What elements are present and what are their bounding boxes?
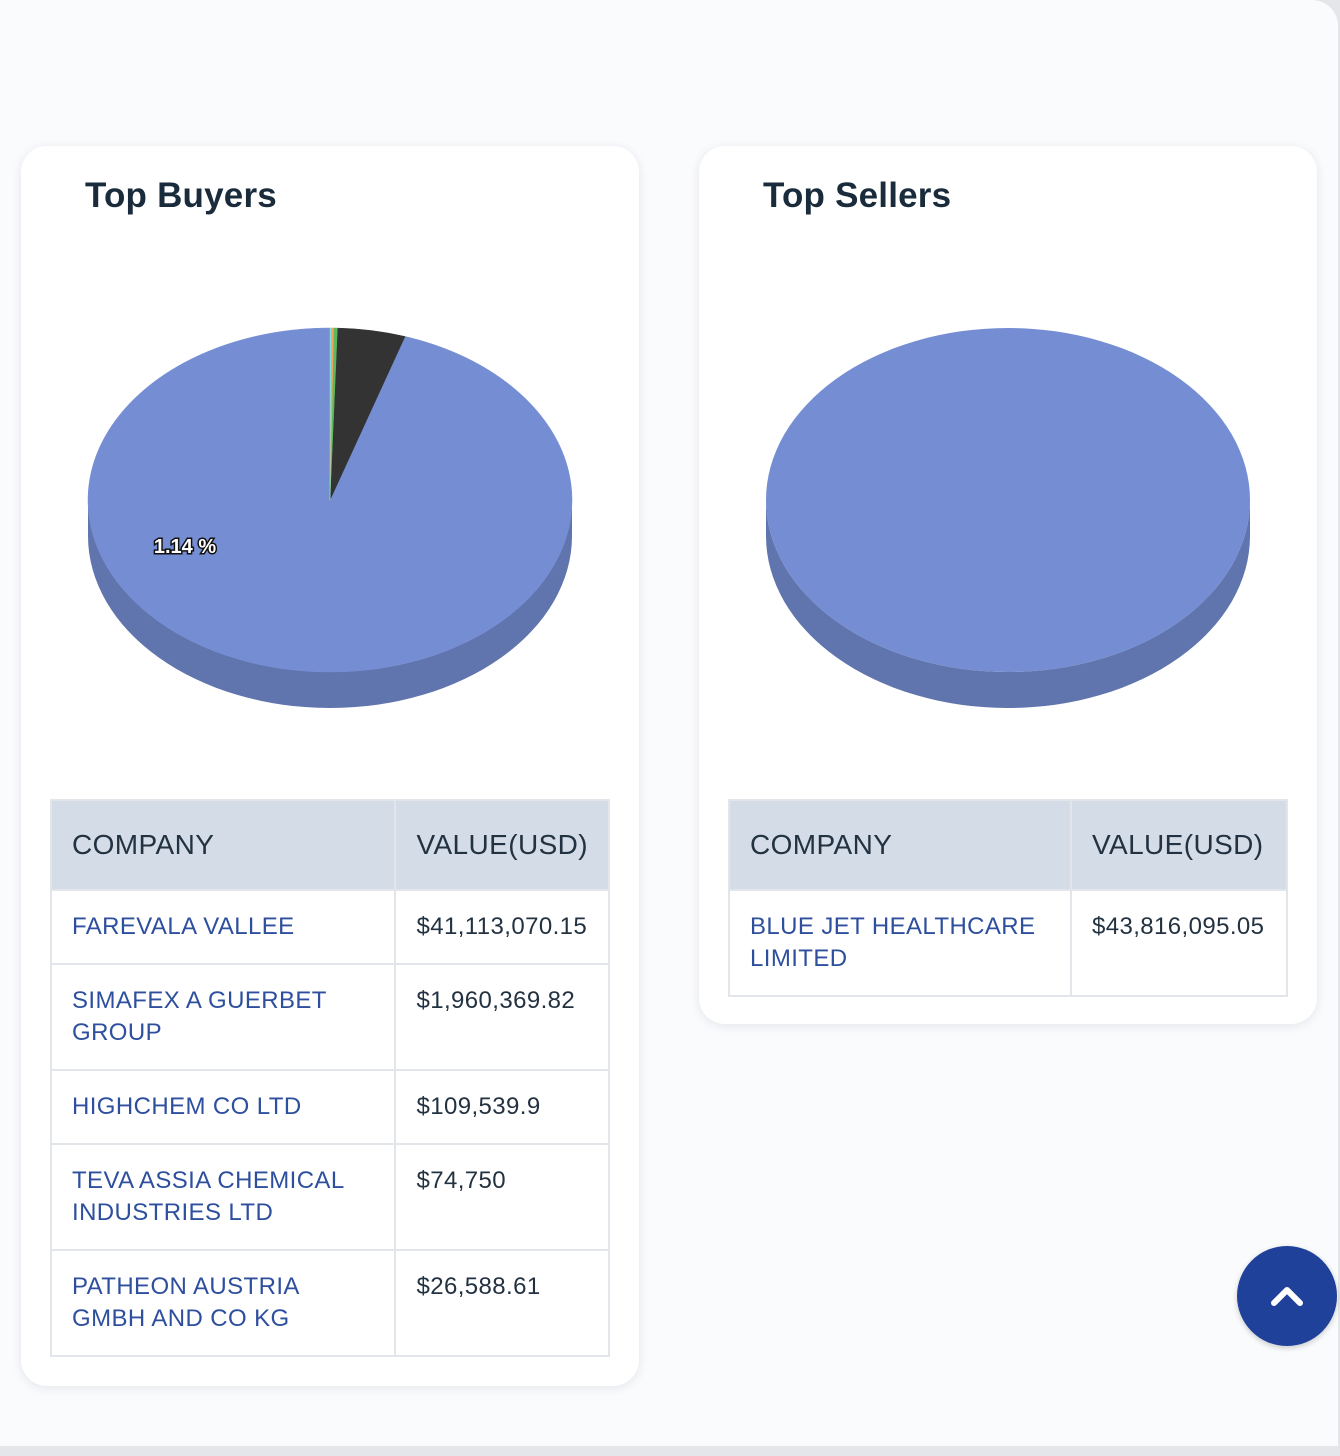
company-column-header: COMPANY [728,799,1072,891]
value-cell: $43,816,095.05 [1070,889,1288,997]
top-buyers-pie-chart: 93.83 % 1.14 % [87,327,573,756]
top-buyers-title: Top Buyers [85,176,277,215]
pie-slice-side [88,500,572,708]
scroll-to-top-button[interactable] [1237,1246,1337,1346]
table-header-row: COMPANY VALUE(USD) [49,799,610,891]
table-row: SIMAFEX A GUERBET GROUP $1,960,369.82 [49,963,610,1071]
company-link[interactable]: HIGHCHEM CO LTD [72,1093,302,1120]
pie-slice[interactable] [329,327,332,501]
table-header-row: COMPANY VALUE(USD) [728,799,1288,891]
table-row: BLUE JET HEALTHCARE LIMITED $43,816,095.… [728,889,1288,997]
company-link[interactable]: SIMAFEX A GUERBET GROUP [72,987,327,1046]
top-sellers-pie-chart: 100 % [766,328,1250,756]
company-link[interactable]: TEVA ASSIA CHEMICAL INDUSTRIES LTD [72,1167,344,1226]
value-cell: $26,588.61 [394,1249,610,1357]
value-column-header: VALUE(USD) [394,799,610,891]
company-cell: SIMAFEX A GUERBET GROUP [49,963,397,1071]
company-link[interactable]: BLUE JET HEALTHCARE LIMITED [750,913,1036,972]
company-column-header: COMPANY [49,799,397,891]
pie-data-label: 93.83 % [438,755,512,756]
value-column-header: VALUE(USD) [1070,799,1288,891]
table-row: HIGHCHEM CO LTD $109,539.9 [49,1069,610,1145]
pie-side [88,500,572,708]
company-cell: FAREVALA VALLEE [49,889,397,965]
top-sellers-table: COMPANY VALUE(USD) BLUE JET HEALTHCARE L… [728,799,1288,997]
company-cell: HIGHCHEM CO LTD [49,1069,397,1145]
company-link[interactable]: FAREVALA VALLEE [72,913,295,940]
pie-slice[interactable] [766,328,1250,672]
top-buyers-table: COMPANY VALUE(USD) FAREVALA VALLEE $41,1… [49,799,610,1357]
chevron-up-icon [1271,1287,1303,1306]
company-link[interactable]: PATHEON AUSTRIA GMBH AND CO KG [72,1273,299,1332]
value-cell: $1,960,369.82 [394,963,610,1071]
company-cell: BLUE JET HEALTHCARE LIMITED [728,889,1072,997]
top-sellers-title: Top Sellers [763,176,952,215]
pie-slice-side [766,500,1250,708]
top-sellers-card: Top Sellers 100 % COMPANY VALUE(USD) BLU… [699,146,1317,1024]
value-cell: $109,539.9 [394,1069,610,1145]
value-cell: $41,113,070.15 [394,889,610,965]
company-cell: TEVA ASSIA CHEMICAL INDUSTRIES LTD [49,1143,397,1251]
company-cell: PATHEON AUSTRIA GMBH AND CO KG [49,1249,397,1357]
table-row: FAREVALA VALLEE $41,113,070.15 [49,889,610,965]
pie-side [766,500,1250,708]
table-row: PATHEON AUSTRIA GMBH AND CO KG $26,588.6… [49,1249,610,1357]
pie-data-label: 1.14 % [154,536,216,558]
top-buyers-card: Top Buyers 93.83 % 1.14 % COMPANY VALUE(U… [21,146,639,1386]
table-row: TEVA ASSIA CHEMICAL INDUSTRIES LTD $74,7… [49,1143,610,1251]
value-cell: $74,750 [394,1143,610,1251]
